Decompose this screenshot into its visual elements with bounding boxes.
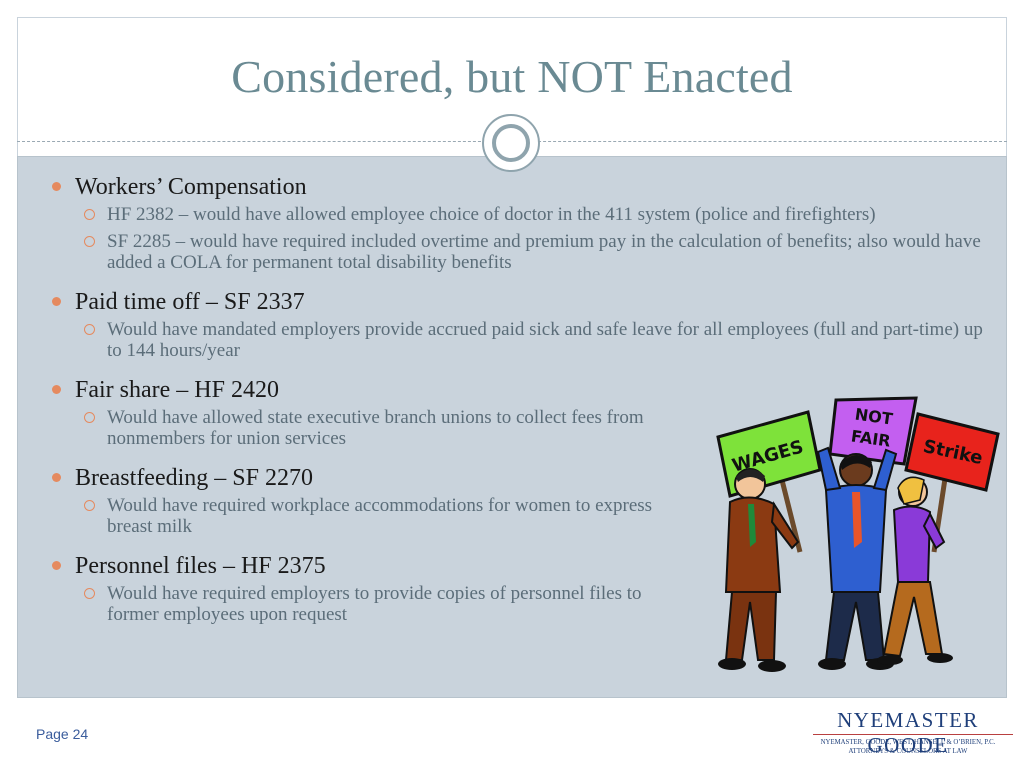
firm-logo-tagline: ATTORNEYS & COUNSELORS AT LAW bbox=[848, 748, 968, 755]
sub-bullet: Would have mandated employers provide ac… bbox=[50, 319, 990, 361]
sub-bullet-text: Would have required employers to provide… bbox=[107, 583, 642, 625]
divider-circle-inner bbox=[492, 124, 530, 162]
sub-bullet: Would have allowed state executive branc… bbox=[50, 407, 990, 449]
divider-circle-ornament bbox=[482, 114, 540, 172]
bullet-item: Breastfeeding – SF 2270 Would have requi… bbox=[50, 463, 990, 537]
sub-bullet-text: HF 2382 – would have allowed employee ch… bbox=[107, 204, 876, 225]
bullet-dot bbox=[52, 473, 61, 482]
bullet-heading: Paid time off – SF 2337 bbox=[75, 289, 305, 315]
bullet-heading: Breastfeeding – SF 2270 bbox=[75, 465, 313, 491]
bullet-dot bbox=[52, 297, 61, 306]
sub-bullet-ring bbox=[84, 412, 95, 423]
firm-logo-fullname: NYEMASTER, GOODE, WEST, HANSELL & O’BRIE… bbox=[820, 739, 996, 746]
bullet-item: Fair share – HF 2420 Would have allowed … bbox=[50, 375, 990, 449]
sub-bullet-ring bbox=[84, 324, 95, 335]
firm-logo: NYEMASTER GOODE NYEMASTER, GOODE, WEST, … bbox=[803, 704, 1013, 764]
bullet-item: Personnel files – HF 2375 Would have req… bbox=[50, 551, 990, 625]
firm-logo-rule bbox=[813, 734, 1013, 735]
not-fair-sign: NOT FAIR bbox=[828, 396, 918, 513]
bullet-dot bbox=[52, 385, 61, 394]
slide-title: Considered, but NOT Enacted bbox=[231, 51, 793, 102]
strike-sign: Strike bbox=[904, 412, 1000, 553]
protester-purple-top bbox=[877, 476, 953, 665]
sub-bullet: Would have required employers to provide… bbox=[50, 583, 990, 625]
sub-bullet-ring bbox=[84, 500, 95, 511]
bullet-dot bbox=[52, 561, 61, 570]
sub-bullet-text: SF 2285 – would have required included o… bbox=[107, 231, 981, 273]
protester-brown-suit bbox=[718, 468, 800, 672]
sub-bullet-text: Would have required workplace accommodat… bbox=[107, 495, 653, 537]
bullet-heading: Fair share – HF 2420 bbox=[75, 377, 279, 403]
bullet-heading: Workers’ Compensation bbox=[75, 174, 307, 200]
sub-bullet: HF 2382 – would have allowed employee ch… bbox=[50, 204, 990, 225]
bullet-list: Workers’ Compensation HF 2382 – would ha… bbox=[50, 172, 990, 635]
sub-bullet-ring bbox=[84, 209, 95, 220]
bullet-item: Paid time off – SF 2337 Would have manda… bbox=[50, 287, 990, 361]
bullet-dot bbox=[52, 182, 61, 191]
sub-bullet-text: Would have allowed state executive branc… bbox=[107, 407, 644, 449]
sub-bullet: SF 2285 – would have required included o… bbox=[50, 231, 990, 273]
sub-bullet: Would have required workplace accommodat… bbox=[50, 495, 990, 537]
page-number: Page 24 bbox=[36, 726, 89, 742]
sub-bullet-ring bbox=[84, 588, 95, 599]
bullet-heading: Personnel files – HF 2375 bbox=[75, 553, 326, 579]
protester-blue-suit bbox=[816, 446, 898, 670]
protesters-clipart: WAGES NOT FAIR Strike bbox=[716, 396, 1000, 672]
firm-logo-name: NYEMASTER GOODE bbox=[837, 708, 979, 757]
sub-bullet-ring bbox=[84, 236, 95, 247]
bullet-item: Workers’ Compensation HF 2382 – would ha… bbox=[50, 172, 990, 273]
sub-bullet-text: Would have mandated employers provide ac… bbox=[107, 319, 983, 361]
